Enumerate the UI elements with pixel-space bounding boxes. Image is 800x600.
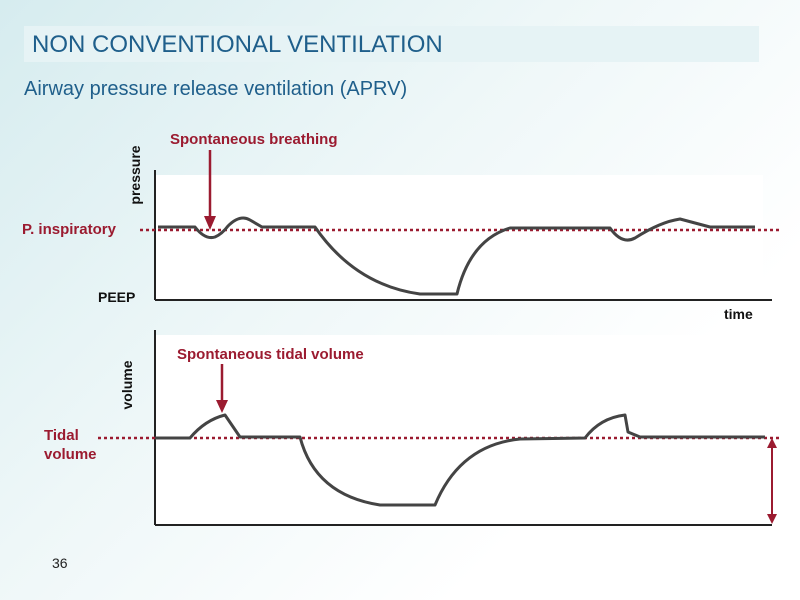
axis-label: pressure — [127, 145, 143, 204]
arrow-head — [767, 514, 777, 524]
annotation: Spontaneous tidal volume — [177, 346, 364, 363]
arrow-head — [216, 400, 228, 413]
panel-bg — [155, 335, 768, 525]
arrow-head — [204, 216, 216, 230]
level-label: P. inspiratory — [22, 221, 117, 238]
axis-label: volume — [119, 360, 135, 409]
time-label: time — [724, 306, 753, 322]
panel-bg — [155, 175, 763, 300]
subtitle: Airway pressure release ventilation (APR… — [24, 78, 407, 100]
baseline-label: PEEP — [98, 289, 135, 305]
page-number: 36 — [52, 555, 68, 571]
level-label: Tidal volume — [44, 427, 97, 463]
title-bar — [24, 26, 759, 62]
arrow-head — [767, 438, 777, 448]
annotation: Spontaneous breathing — [170, 131, 338, 148]
pressure-waveform — [158, 216, 755, 296]
title: NON CONVENTIONAL VENTILATION — [32, 31, 443, 58]
volume-waveform — [155, 413, 765, 507]
